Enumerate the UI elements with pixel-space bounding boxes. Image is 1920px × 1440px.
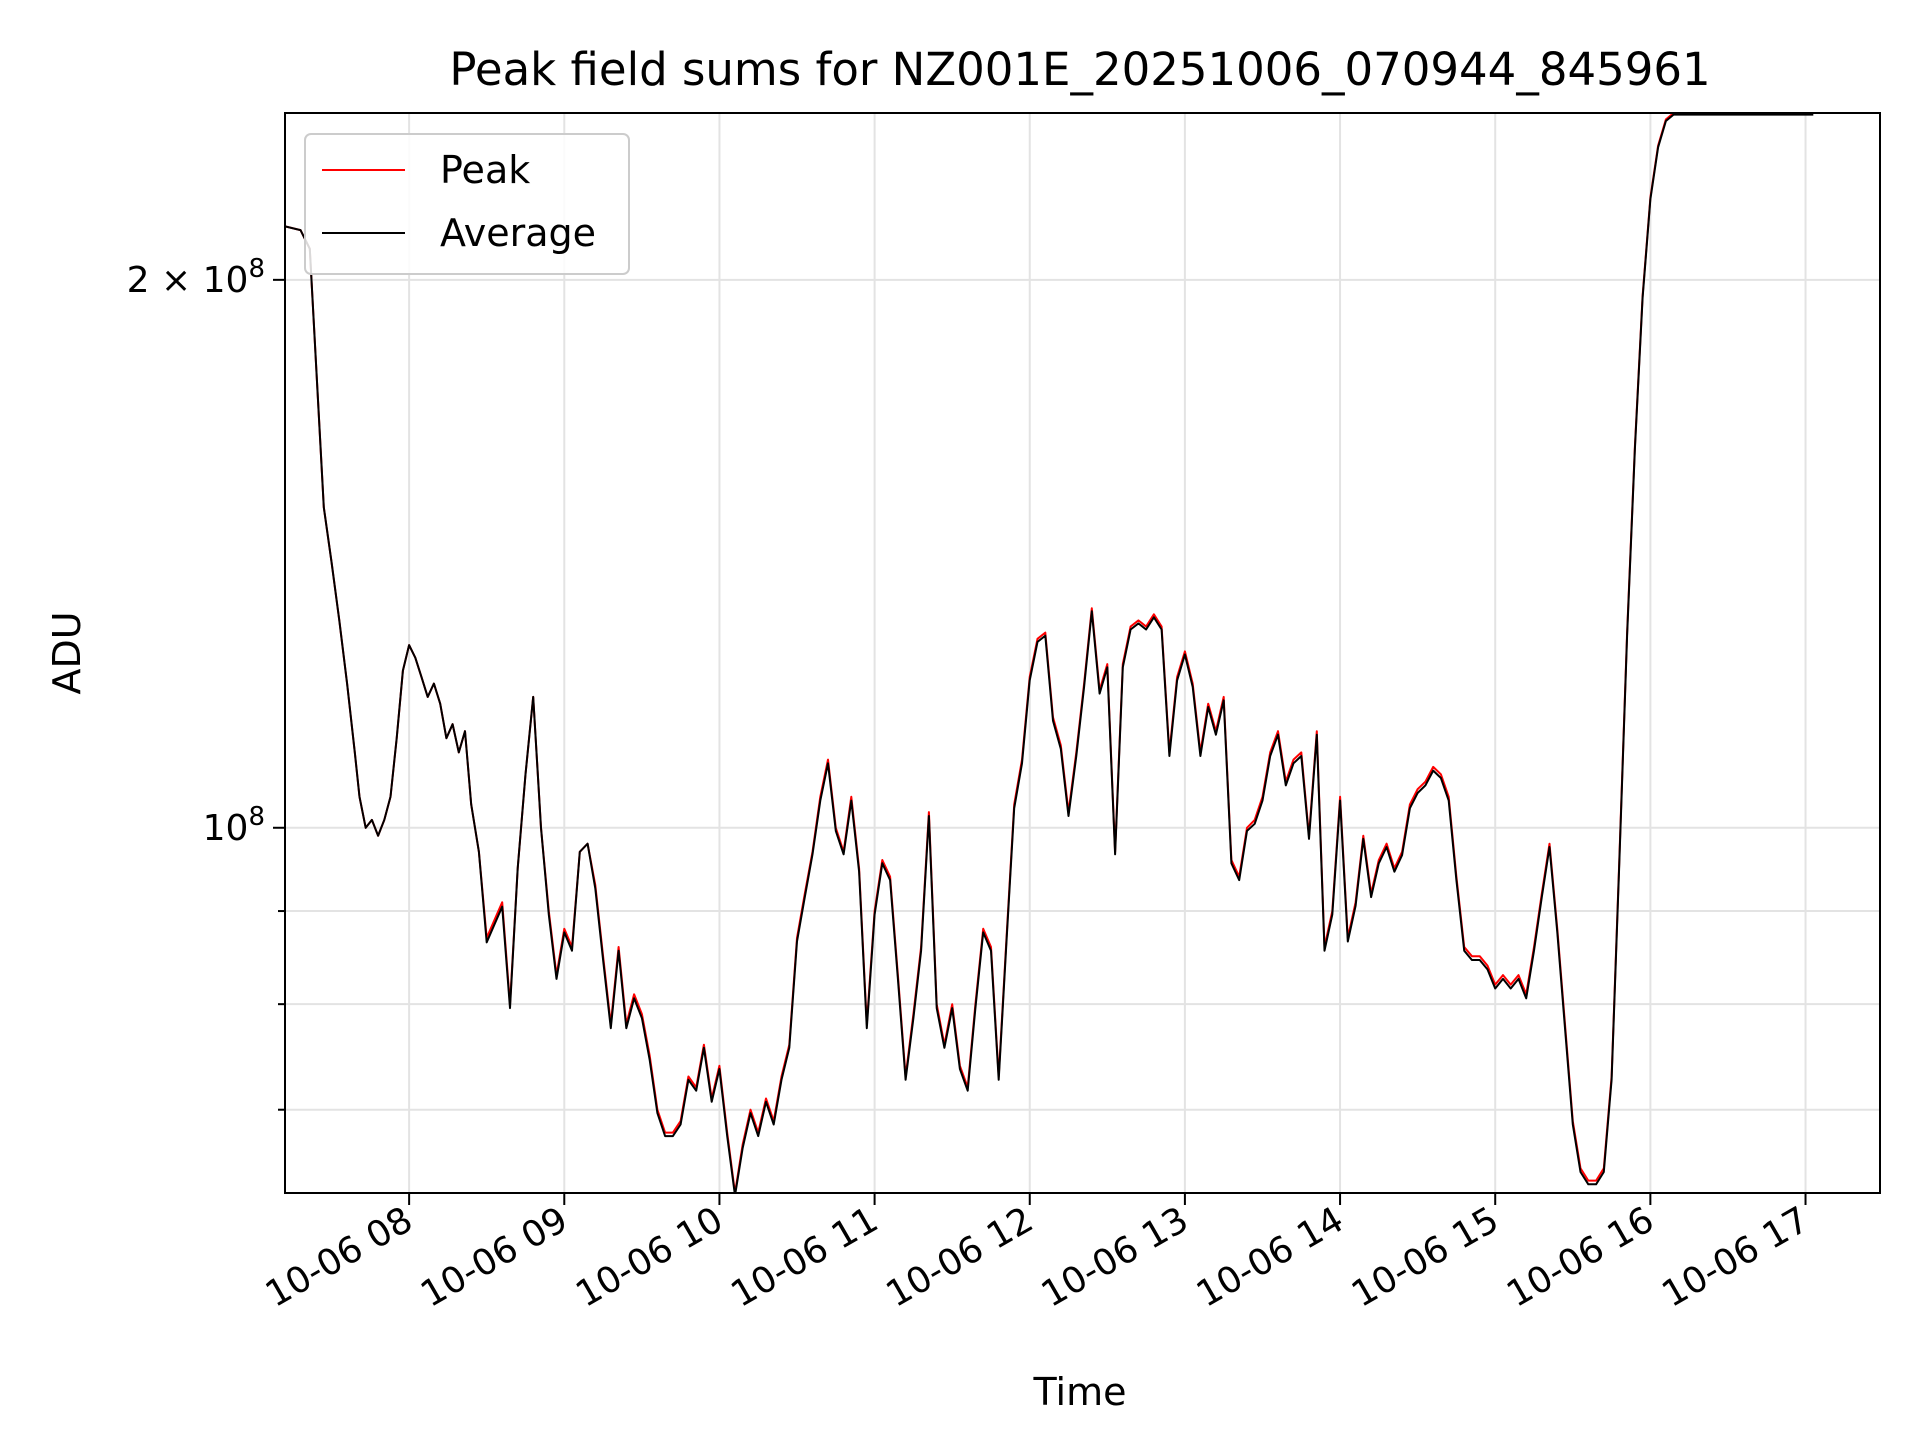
series-layer [285, 113, 1814, 1193]
x-axis-label: Time [1033, 1370, 1127, 1414]
chart-title: Peak field sums for NZ001E_20251006_0709… [449, 43, 1710, 96]
series-line-average [285, 113, 1814, 1193]
legend: Peak Average [304, 133, 630, 275]
y-axis-label: ADU [45, 611, 89, 694]
y-tick-label: 2 × 108 [127, 254, 265, 301]
y-tick-label: 108 [203, 802, 265, 849]
legend-average-label: Average [440, 211, 596, 255]
gridlines [285, 113, 1880, 1193]
legend-peak-label: Peak [440, 148, 530, 192]
plot-frame [284, 112, 1881, 1194]
